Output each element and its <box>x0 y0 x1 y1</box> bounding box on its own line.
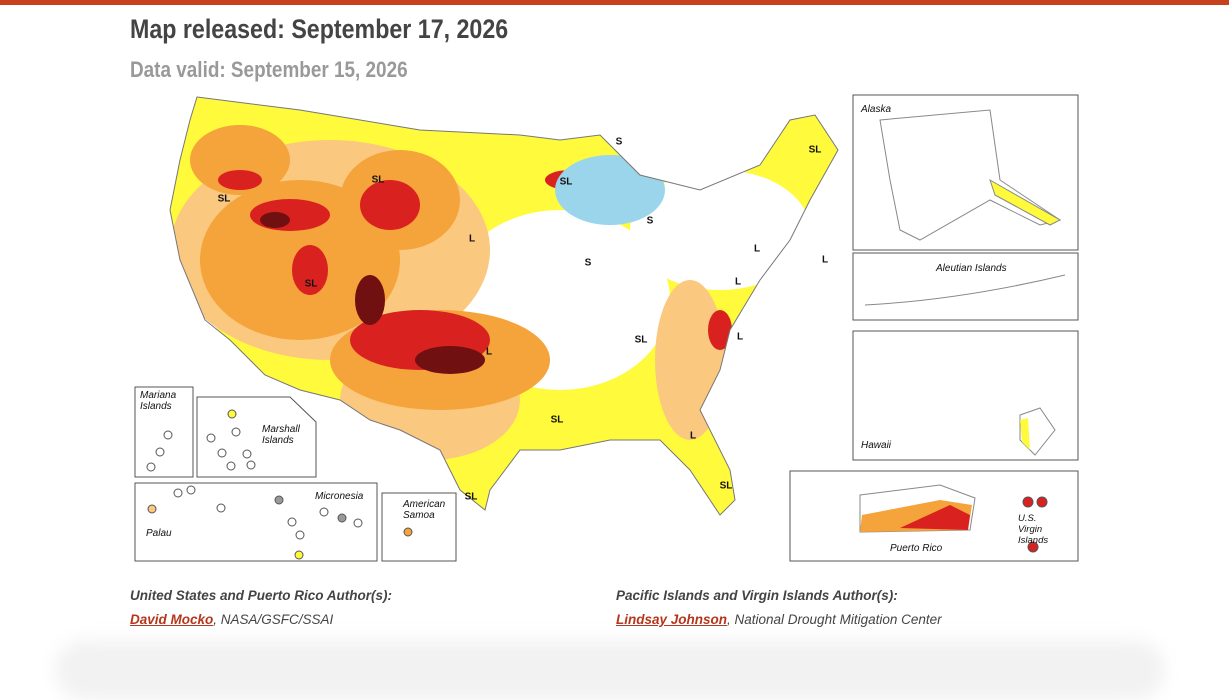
map-label: L <box>735 277 741 288</box>
map-label: SL <box>465 492 478 503</box>
inset-label: American Samoa <box>402 499 446 521</box>
map-label: SL <box>218 194 231 205</box>
map-label: S <box>616 137 623 148</box>
inset-label: Marshall Islands <box>262 424 301 446</box>
map-label: SL <box>551 415 564 426</box>
inset-label: Mariana Islands <box>140 390 177 412</box>
inset-label: U.S. Virgin Islands <box>1018 513 1048 546</box>
map-label: S <box>647 216 654 227</box>
map-label: L <box>469 234 475 245</box>
author-org: , NASA/GSFC/SSAI <box>213 612 334 627</box>
credit-heading: Pacific Islands and Virgin Islands Autho… <box>616 588 898 603</box>
credit: Pacific Islands and Virgin Islands Autho… <box>616 588 942 627</box>
author-org: , National Drought Mitigation Center <box>727 612 942 627</box>
map-label: L <box>754 244 760 255</box>
author-link[interactable]: Lindsay Johnson <box>616 612 728 627</box>
credit-heading: United States and Puerto Rico Author(s): <box>130 588 393 603</box>
drought-map: SL SL SL SL SL SL SL SL SL L L L L L L L… <box>134 94 1079 562</box>
credit: United States and Puerto Rico Author(s):… <box>130 588 392 627</box>
map-label: SL <box>720 481 733 492</box>
map-label: L <box>486 347 492 358</box>
map-label: SL <box>305 279 318 290</box>
map-label: L <box>690 431 696 442</box>
top-bar <box>0 0 1229 5</box>
inset-label: Micronesia <box>315 491 364 502</box>
map-label: SL <box>809 145 822 156</box>
title: Map released: September 17, 2026 <box>130 14 509 44</box>
insets: Alaska Aleutian Islands Hawaii Puerto Ri… <box>134 94 1079 562</box>
inset-label: Palau <box>146 528 172 539</box>
map-label: S <box>585 258 592 269</box>
inset-label: Alaska <box>860 104 891 115</box>
inset-label: Hawaii <box>861 440 892 451</box>
map-label: SL <box>635 335 648 346</box>
region-labels: SL SL SL SL SL SL SL SL SL L L L L L L L… <box>218 137 1040 522</box>
inset-label: Aleutian Islands <box>935 263 1007 274</box>
map-label: SL <box>372 175 385 186</box>
map-label: L <box>737 332 743 343</box>
map-label: L <box>822 255 828 266</box>
footer-blur <box>55 640 1165 700</box>
subtitle: Data valid: September 15, 2026 <box>130 57 408 82</box>
author-link[interactable]: David Mocko <box>130 612 214 627</box>
inset-label: Puerto Rico <box>890 543 943 554</box>
map-label: SL <box>560 177 573 188</box>
